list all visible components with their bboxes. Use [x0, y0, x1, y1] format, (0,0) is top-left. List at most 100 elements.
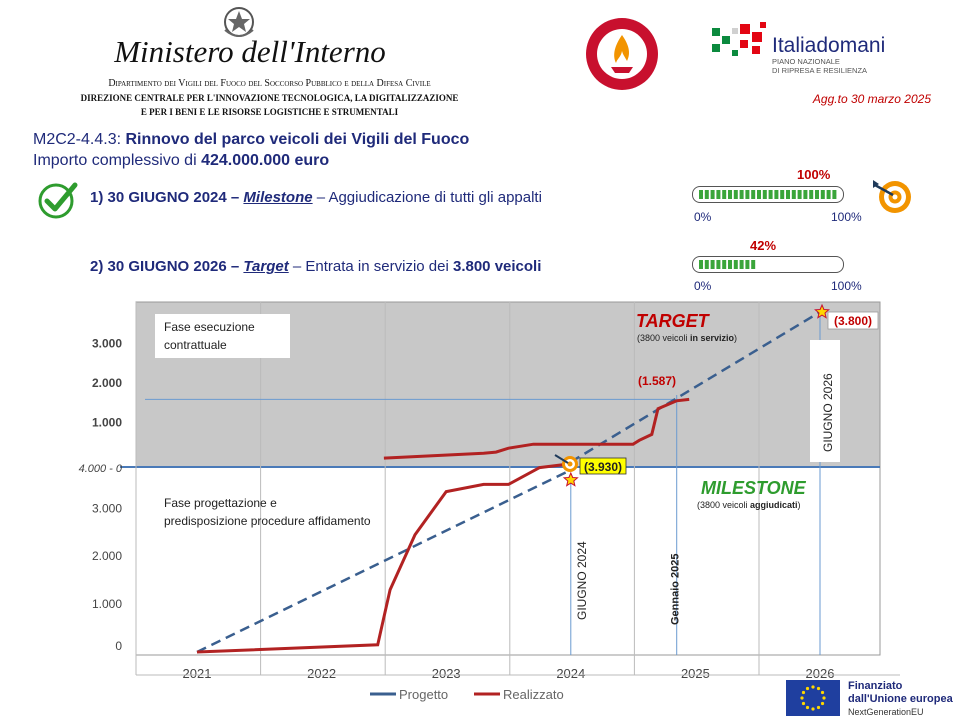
progress-segment — [826, 190, 831, 199]
upper-series-realizzato — [383, 397, 690, 460]
eu-star-icon — [811, 707, 815, 711]
milestone-note: (3800 veicoli aggiudicati) — [697, 500, 801, 510]
upper-phase-label-2: contrattuale — [164, 338, 227, 352]
objective-2-desc: – Entrata in servizio dei — [292, 258, 449, 275]
progress-2-min: 0% — [694, 279, 712, 293]
label-3800: (3.800) — [834, 314, 872, 328]
x-tick-label: 2021 — [183, 666, 212, 681]
upper-y-tick-label: 2.000 — [92, 376, 122, 390]
lower-y-tick-label: 0 — [115, 639, 122, 653]
eu-star-icon — [805, 686, 810, 691]
amount-value: 424.000.000 euro — [201, 152, 330, 169]
amount-line: Importo complessivo di 424.000.000 euro — [33, 152, 329, 170]
italia-domani-logo: Italiadomani PIANO NAZIONALE DI RIPRESA … — [712, 22, 885, 75]
measure-title: M2C2-4.4.3: Rinnovo del parco veicoli de… — [33, 131, 469, 149]
italia-domani-name: Italiadomani — [772, 34, 885, 57]
progress-segment — [716, 260, 721, 269]
progress-bar-2-fill — [699, 260, 756, 269]
upper-y-tick-label: 1.000 — [92, 416, 122, 430]
marker-box-giugno-2026 — [810, 340, 840, 462]
upper-phase-box-bg — [155, 314, 290, 358]
progress-segment — [751, 260, 756, 269]
target-ring-inner — [567, 461, 573, 467]
ministry-title: Ministero dell'Interno — [114, 34, 386, 69]
zero-axis-label: 4.000 - 0 — [79, 463, 123, 475]
progress-1-value: 100% — [797, 167, 831, 182]
italia-domani-sub1: PIANO NAZIONALE — [772, 57, 840, 66]
eu-star-icon — [800, 696, 804, 700]
x-tick-label: 2024 — [556, 666, 585, 681]
progress-segment — [768, 190, 773, 199]
lower-series-progetto — [196, 468, 572, 654]
legend-label-realizzato: Realizzato — [503, 687, 564, 702]
objective-1: 1) 30 GIUGNO 2024 – Milestone – Aggiudic… — [90, 189, 542, 206]
lower-panel-background — [136, 467, 880, 655]
progress-segment — [739, 190, 744, 199]
progress-segment — [699, 190, 703, 199]
eu-star-icon — [801, 690, 806, 695]
progress-segment — [704, 260, 709, 269]
x-tick-label: 2025 — [681, 666, 710, 681]
progress-bar-2 — [692, 256, 844, 273]
eu-star-icon — [822, 696, 826, 700]
vigili-del-fuoco-logo — [586, 18, 658, 90]
x-tick-label: 2026 — [806, 666, 835, 681]
eu-star-icon — [820, 690, 825, 695]
eu-line-2: dall'Unione europea — [848, 693, 953, 705]
upper-phase-label-1: Fase esecuzione — [164, 320, 255, 334]
marker-label-giugno-2026: GIUGNO 2026 — [821, 373, 835, 452]
republic-emblem-icon — [224, 7, 254, 37]
legend-label-progetto: Progetto — [399, 687, 448, 702]
progress-segment — [722, 190, 727, 199]
x-tick-label: 2023 — [432, 666, 461, 681]
milestone-star-icon — [562, 471, 579, 487]
label-3800-background — [827, 311, 879, 330]
check-icon — [38, 182, 78, 219]
lower-y-tick-label: 1.000 — [92, 597, 122, 611]
progress-1-min: 0% — [694, 210, 712, 224]
objective-1-kind: Milestone — [243, 189, 313, 206]
progress-segment — [780, 190, 785, 199]
objective-2-date: 2) 30 GIUGNO 2026 – — [90, 258, 240, 275]
progress-segment — [797, 190, 802, 199]
progress-segment — [716, 190, 721, 199]
objective-2: 2) 30 GIUGNO 2026 – Target – Entrata in … — [90, 258, 541, 275]
lower-phase-label-2: predisposizione procedure affidamento — [164, 514, 371, 528]
eu-line-3: NextGenerationEU — [848, 707, 924, 717]
objective-2-desc-bold: 3.800 veicoli — [452, 258, 542, 275]
progress-segment — [803, 190, 808, 199]
eu-funding-note: Finanziato dall'Unione europea NextGener… — [848, 680, 953, 719]
progress-2-max: 100% — [831, 279, 862, 293]
eu-star-icon — [820, 701, 825, 706]
measure-code: M2C2-4.4.3: — [33, 131, 122, 148]
progress-segment — [728, 190, 732, 199]
progress-segment — [699, 260, 703, 269]
lower-series-realizzato — [196, 462, 571, 654]
progress-segment — [786, 190, 790, 199]
eu-star-icon — [816, 686, 821, 691]
amount-prefix: Importo complessivo di — [33, 152, 197, 169]
target-arrow — [554, 454, 569, 464]
progress-segment — [728, 260, 732, 269]
progress-segment — [710, 260, 715, 269]
progress-segment — [815, 190, 819, 199]
progress-segment — [809, 190, 814, 199]
progress-segment — [733, 190, 738, 199]
marker-label-gennaio-2025: Gennaio 2025 — [670, 553, 682, 625]
eu-line-1: Finanziato — [848, 680, 903, 692]
progress-segment — [757, 190, 761, 199]
progress-segment — [820, 190, 825, 199]
label-3930-background — [579, 457, 627, 475]
progress-segment — [762, 190, 767, 199]
upper-series-progetto — [570, 310, 821, 464]
eu-star-icon — [801, 701, 806, 706]
direction-line: DIREZIONE CENTRALE PER L'INNOVAZIONE TEC… — [80, 93, 459, 103]
department-line: Dipartimento dei Vigili del Fuoco del So… — [108, 78, 431, 89]
progress-bar-1 — [692, 186, 844, 203]
target-note: (3800 veicoli in servizio) — [637, 333, 737, 343]
progress-segment — [722, 260, 727, 269]
label-3930: (3.930) — [584, 460, 622, 474]
upper-y-tick-label: 3.000 — [92, 337, 122, 351]
timeline-chart: 2021 2022 2023 2024 2025 2026 3.000 2.000 1.000 3… — [79, 301, 900, 702]
target-star-icon — [814, 303, 830, 319]
